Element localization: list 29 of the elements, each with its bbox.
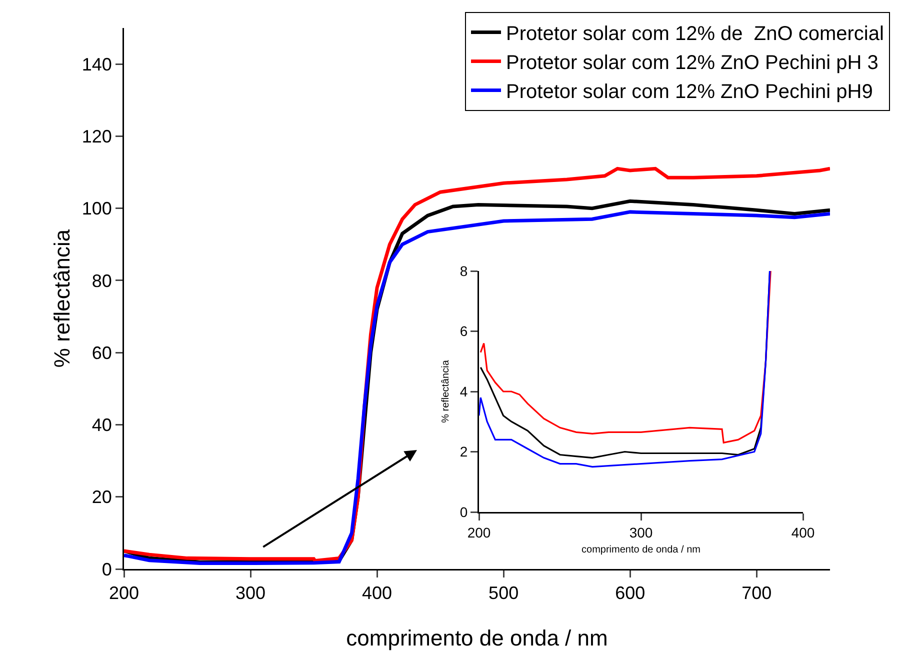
x-tick-label: 300 xyxy=(235,583,266,604)
x-tick-label: 300 xyxy=(629,524,653,540)
y-axis-title: % reflectância xyxy=(50,228,74,368)
legend-label: Protetor solar com 12% ZnO Pechini pH 3 xyxy=(506,52,878,74)
x-tick-label: 400 xyxy=(791,524,815,540)
y-tick-label: 0 xyxy=(460,504,468,520)
y-tick-label: 80 xyxy=(92,270,112,291)
y-tick-label: 6 xyxy=(460,323,468,340)
x-tick-label: 200 xyxy=(108,583,140,604)
y-tick-label: 100 xyxy=(82,198,112,219)
y-tick-label: 20 xyxy=(92,487,112,508)
x-tick-label: 700 xyxy=(742,583,772,604)
legend-label: Protetor solar com 12% ZnO Pechini pH9 xyxy=(506,81,873,104)
x-tick-label: 400 xyxy=(362,583,392,604)
y-tick-label: 60 xyxy=(92,342,112,363)
x-tick-label: 600 xyxy=(615,583,646,604)
y-axis-title: % reflectância xyxy=(440,360,452,423)
y-tick-label: 120 xyxy=(82,126,112,146)
y-tick-label: 4 xyxy=(460,383,468,400)
y-tick-label: 8 xyxy=(460,262,468,279)
x-axis-title: comprimento de onda / nm xyxy=(346,626,608,650)
legend-label: Protetor solar com 12% de ZnO comercial xyxy=(506,23,884,46)
y-tick-label: 0 xyxy=(102,559,112,580)
y-tick-label: 2 xyxy=(460,444,468,460)
y-tick-label: 140 xyxy=(82,54,112,74)
x-axis-title: comprimento de onda / nm xyxy=(582,544,700,556)
y-tick-label: 40 xyxy=(92,415,112,436)
x-tick-label: 200 xyxy=(467,524,491,540)
x-tick-label: 500 xyxy=(488,583,519,604)
